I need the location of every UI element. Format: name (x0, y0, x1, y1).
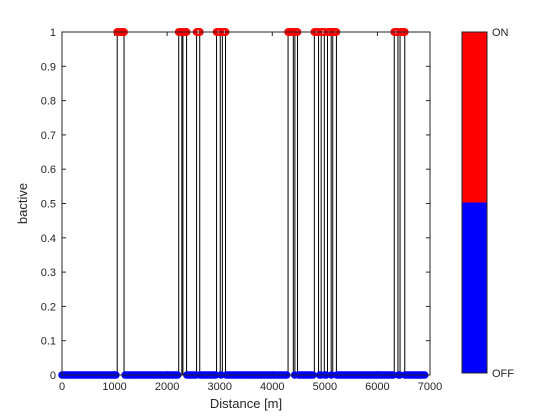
data-lines (62, 31, 425, 376)
on-pulse-line (393, 31, 399, 375)
x-tick-label: 3000 (207, 381, 231, 393)
on-pulse-line (196, 31, 201, 375)
colorbar: ON OFF (461, 27, 514, 380)
colorbar-off-segment (462, 202, 487, 373)
on-pulse-line (332, 31, 337, 375)
x-tick-label: 5000 (313, 381, 337, 393)
x-tick-label: 1000 (102, 381, 126, 393)
colorbar-label-off: OFF (492, 368, 514, 380)
on-pulse-line (116, 31, 125, 375)
y-tick-label: 0.8 (41, 96, 56, 108)
on-pulse-line (221, 31, 226, 375)
y-ticks: 0 0.1 0.2 0.3 0.4 0.5 0.6 0.7 0.8 0.9 1 (41, 27, 430, 382)
y-tick-label: 0.3 (41, 267, 56, 279)
y-tick-label: 0 (50, 370, 56, 382)
x-tick-label: 0 (59, 381, 65, 393)
x-tick-label: 4000 (260, 381, 284, 393)
data-markers (58, 28, 429, 379)
x-ticks: 0 1000 2000 3000 4000 5000 6000 7000 (59, 32, 442, 393)
on-pulse-line (320, 31, 325, 375)
on-pulse-line (216, 31, 221, 375)
on-pulse-line (294, 31, 299, 375)
y-axis-label: bactive (15, 183, 30, 224)
axes-box (61, 31, 431, 376)
y-tick-label: 0.2 (41, 301, 56, 313)
y-tick-label: 0.9 (41, 61, 56, 73)
x-tick-label: 2000 (155, 381, 179, 393)
y-tick-label: 0.1 (41, 336, 56, 348)
colorbar-frame (461, 31, 488, 374)
on-pulse-line (326, 31, 332, 375)
on-pulse-line (182, 31, 188, 375)
x-tick-label: 7000 (418, 381, 442, 393)
on-pulse-line (287, 31, 294, 375)
y-tick-label: 1 (50, 27, 56, 39)
y-tick-label: 0.5 (41, 199, 56, 211)
x-axis-label: Distance [m] (210, 396, 282, 411)
colorbar-label-on: ON (492, 27, 509, 39)
on-pulse-line (178, 31, 183, 375)
on-pulse-line (313, 31, 320, 375)
x-tick-label: 6000 (365, 381, 389, 393)
y-tick-label: 0.4 (41, 233, 56, 245)
on-pulse-line (399, 31, 406, 375)
colorbar-on-segment (462, 32, 487, 203)
y-tick-label: 0.7 (41, 130, 56, 142)
y-tick-label: 0.6 (41, 164, 56, 176)
